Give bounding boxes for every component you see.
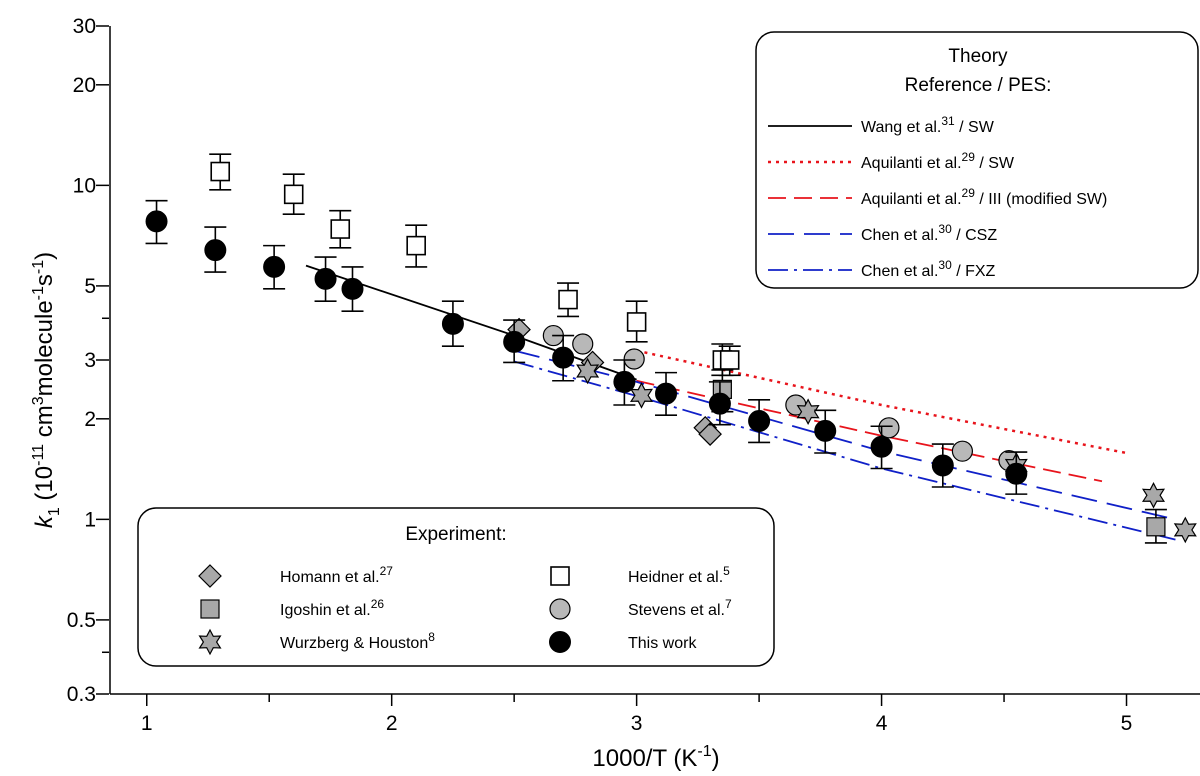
heidner-marker — [210, 161, 231, 182]
theory-legend-label: Chen et al.30 / FXZ — [861, 258, 996, 280]
stevens-marker — [549, 598, 571, 620]
stevens-marker — [572, 333, 594, 355]
this-work-marker — [748, 410, 771, 433]
this-work-marker — [441, 312, 464, 335]
experiment-legend-entries: Homann et al.27 Igoshin et al.26 Wurzberg … — [198, 564, 732, 656]
this-work-marker — [613, 370, 636, 393]
y-tick-label: 20 — [73, 74, 96, 97]
igoshin-marker — [200, 599, 220, 619]
this-work-marker — [655, 382, 678, 405]
series — [507, 317, 722, 446]
theory-legend-label: Chen et al.30 / CSZ — [861, 222, 997, 244]
wurzberg-marker — [576, 357, 600, 385]
wurzberg-marker — [796, 398, 820, 425]
y-tick-label: 5 — [84, 275, 96, 298]
axes: 0.3 0.5 1 2 3 5 10 20 30 1 2 3 4 5 — [67, 15, 1200, 735]
series — [145, 199, 1028, 495]
this-work-marker — [552, 346, 575, 369]
this-work-marker — [503, 330, 526, 353]
stevens-marker — [951, 440, 974, 462]
heidner-marker — [558, 289, 578, 310]
experiment-legend-label: Igoshin et al.26 — [280, 597, 384, 619]
theory-legend: Theory Reference / PES: Wang et al.31 / … — [755, 31, 1199, 289]
theory-legend-label: Wang et al.31 / SW — [861, 114, 995, 136]
theory-line — [636, 349, 1127, 455]
this-work-marker — [204, 239, 227, 262]
wurzberg-marker — [198, 628, 222, 656]
wurzberg-marker — [1173, 516, 1197, 544]
x-tick-label: 4 — [876, 712, 888, 735]
theory-legend-box — [755, 31, 1199, 289]
wurzberg-marker — [629, 382, 654, 409]
this-work-marker — [708, 392, 731, 415]
this-work-marker — [549, 631, 571, 653]
stevens-marker — [878, 417, 900, 439]
this-work-marker — [145, 210, 168, 233]
y-tick-label: 10 — [73, 174, 96, 197]
theory-line — [513, 349, 1176, 521]
this-work-marker — [263, 255, 286, 278]
y-tick-label: 0.5 — [67, 609, 96, 632]
x-axis-title: 1000/T (K-1) — [592, 743, 719, 772]
heidner-marker — [283, 184, 304, 205]
heidner-marker — [626, 312, 647, 332]
igoshin-marker — [1146, 517, 1166, 537]
this-work-marker — [341, 277, 364, 300]
theory-legend-label: Aquilanti et al.29 / SW — [861, 150, 1015, 172]
experiment-legend: Experiment: Homann et al.27 Igoshin et al… — [137, 507, 775, 667]
stevens-marker — [623, 348, 645, 370]
this-work-marker — [314, 267, 337, 290]
heidner-marker — [550, 566, 570, 586]
wurzberg-marker — [1141, 482, 1166, 509]
experiment-legend-label: Wurzberg & Houston8 — [280, 630, 435, 652]
this-work-marker — [814, 419, 837, 442]
theory-legend-subtitle: Reference / PES: — [905, 75, 1052, 96]
theory-legend-label: Aquilanti et al.29 / III (modified SW) — [861, 186, 1107, 208]
x-tick-label: 2 — [386, 712, 398, 735]
y-tick-label: 30 — [73, 15, 96, 38]
theory-legend-entries: Wang et al.31 / SW Aquilanti et al.29 / S… — [768, 114, 1107, 280]
this-work-marker — [931, 454, 954, 477]
theory-legend-title: Theory — [948, 46, 1008, 67]
experiment-legend-label: Stevens et al.7 — [628, 597, 732, 619]
heidner-marker — [330, 219, 351, 239]
x-tick-label: 5 — [1121, 712, 1133, 735]
heidner-marker — [719, 350, 740, 370]
y-axis-title: k1 (10-11 cm3molecule-1s-1) — [30, 252, 63, 528]
heidner-marker — [406, 235, 426, 256]
experiment-legend-label: Homann et al.27 — [280, 564, 393, 586]
this-work-marker — [870, 435, 893, 458]
experiment-legend-label: This work — [628, 635, 697, 652]
data-series — [145, 153, 1197, 544]
experiment-legend-box — [137, 507, 775, 667]
y-tick-label: 0.3 — [67, 683, 96, 706]
experiment-legend-label: Heidner et al.5 — [628, 564, 730, 586]
homann-marker — [698, 422, 722, 446]
this-work-marker — [1005, 462, 1028, 485]
y-tick-label: 3 — [84, 349, 96, 372]
homann-marker — [198, 564, 222, 588]
x-tick-label: 3 — [631, 712, 643, 735]
x-tick-label: 1 — [141, 712, 153, 735]
y-tick-label: 2 — [84, 408, 96, 431]
experiment-legend-title: Experiment: — [405, 524, 506, 545]
y-tick-label: 1 — [84, 508, 96, 531]
series — [209, 153, 741, 377]
theory-lines — [305, 264, 1176, 541]
